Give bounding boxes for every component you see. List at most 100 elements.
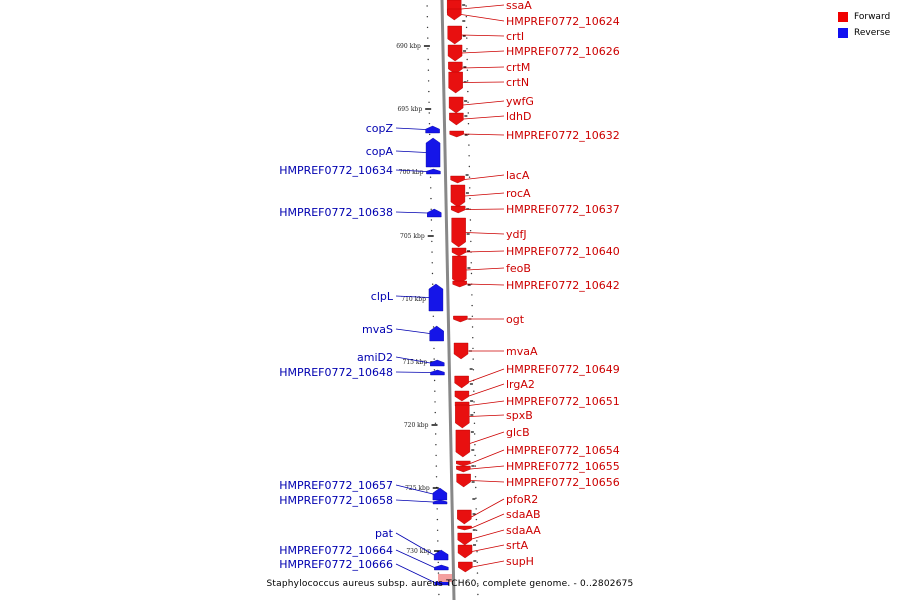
reverse-swatch — [838, 28, 848, 38]
tick-dot — [428, 123, 431, 125]
tick-dot — [467, 90, 469, 93]
forward-gene-crtI — [447, 25, 462, 45]
tick-dot — [426, 26, 429, 29]
forward-gene-label: crtN — [506, 76, 529, 89]
tick-dot — [473, 422, 476, 424]
tick-dot — [427, 69, 430, 71]
tick-dot — [475, 486, 477, 489]
reverse-leader-line — [395, 328, 430, 334]
tick-dot — [435, 454, 437, 457]
tick-dot — [475, 518, 478, 521]
tick-dot — [432, 315, 435, 317]
reverse-leader-line — [395, 484, 433, 495]
tick-dot — [472, 347, 474, 350]
forward-gene-partial — [438, 574, 452, 582]
tick-dot — [474, 476, 477, 478]
tick-dot — [470, 262, 472, 264]
forward-leader-line — [465, 208, 505, 210]
tick-dot — [473, 390, 475, 392]
forward-leader-line — [470, 449, 505, 464]
reverse-gene-label: copA — [366, 145, 394, 158]
forward-gene-label: HMPREF0772_10655 — [506, 460, 620, 473]
tick-dot — [477, 593, 479, 596]
forward-gene-ydfJ — [451, 217, 466, 248]
forward-gene-label: rocA — [506, 187, 531, 200]
forward-gene-label: crtM — [506, 61, 530, 74]
forward-leader-line — [462, 81, 505, 83]
forward-gene-label: pfoR2 — [506, 493, 538, 506]
reverse-gene-mvaS — [429, 325, 444, 342]
forward-leader-line — [469, 414, 505, 417]
tick-dot — [433, 358, 435, 360]
tick-dot — [434, 422, 437, 424]
forward-gene-label: HMPREF0772_10624 — [506, 15, 620, 28]
tick-dot — [474, 465, 477, 467]
scale-label: 695 kbp — [397, 106, 422, 113]
forward-gene-label: sdaAB — [506, 508, 541, 521]
forward-gene-rocA — [450, 184, 466, 208]
tick-dot — [427, 58, 429, 61]
tick-dot — [467, 123, 470, 125]
forward-leader-line — [468, 368, 505, 383]
tick-dot — [435, 476, 438, 478]
forward-gene-lacA — [450, 175, 465, 184]
tick-dot — [427, 37, 429, 39]
tick-dot — [426, 16, 429, 18]
reverse-gene-label: HMPREF0772_10658 — [279, 494, 393, 507]
scale-label: 725 kbp — [405, 485, 430, 492]
forward-gene-label: crtI — [506, 30, 524, 43]
tick-dot — [476, 540, 478, 542]
reverse-gene-pat — [433, 549, 449, 561]
tick-dot — [471, 315, 474, 317]
forward-gene-crtM — [448, 61, 463, 75]
forward-gene-HMPREF0772_10649 — [454, 375, 469, 389]
tick-dot — [431, 262, 433, 264]
tick-dot — [466, 48, 468, 50]
tick-dot — [476, 583, 479, 585]
reverse-leader-line — [395, 563, 435, 583]
tick-dot — [467, 101, 469, 104]
forward-leader-line — [466, 283, 505, 286]
forward-gene-HMPREF0772_10626 — [447, 44, 463, 62]
tick-dot — [435, 465, 438, 467]
tick-dot — [431, 240, 433, 243]
legend: Forward Reverse — [838, 9, 890, 41]
tick-dot — [475, 497, 477, 499]
tick-dot — [465, 5, 467, 7]
forward-gene-label: HMPREF0772_10640 — [506, 245, 620, 258]
tick-dot — [431, 283, 434, 285]
forward-gene-ldhD — [449, 112, 464, 126]
forward-leader-line — [461, 14, 505, 22]
forward-leader-line — [461, 4, 505, 10]
forward-gene-srtA — [457, 544, 473, 559]
forward-leader-line — [470, 480, 505, 483]
tick-dot — [471, 326, 474, 328]
tick-dot — [465, 16, 468, 18]
forward-leader-line — [472, 560, 505, 568]
forward-leader-line — [466, 250, 505, 253]
forward-gene-spxB — [455, 404, 470, 429]
forward-leader-line — [465, 232, 505, 235]
tick-dot — [430, 208, 432, 210]
forward-leader-line — [469, 431, 505, 444]
forward-gene-label: HMPREF0772_10637 — [506, 203, 620, 216]
forward-gene-HMPREF0772_10654 — [456, 460, 471, 467]
tick-dot — [466, 58, 468, 61]
tick-dot — [473, 411, 475, 414]
legend-item-forward: Forward — [838, 9, 890, 25]
forward-gene-label: feoB — [506, 262, 531, 275]
tick-dot — [475, 508, 477, 510]
forward-leader-line — [461, 34, 505, 37]
reverse-gene-HMPREF0772_10664 — [434, 564, 449, 571]
tick-dot — [469, 187, 471, 189]
reverse-gene-HMPREF0772_10634 — [426, 168, 441, 175]
tick-dot — [437, 572, 440, 574]
reverse-leader-line — [395, 211, 428, 214]
tick-dot — [472, 369, 475, 371]
forward-gene-label: mvaA — [506, 345, 538, 358]
forward-gene-label: HMPREF0772_10654 — [506, 444, 620, 457]
tick-dot — [427, 48, 429, 50]
forward-gene-label: sdaAA — [506, 524, 541, 537]
reverse-gene-label: HMPREF0772_10664 — [279, 544, 393, 557]
